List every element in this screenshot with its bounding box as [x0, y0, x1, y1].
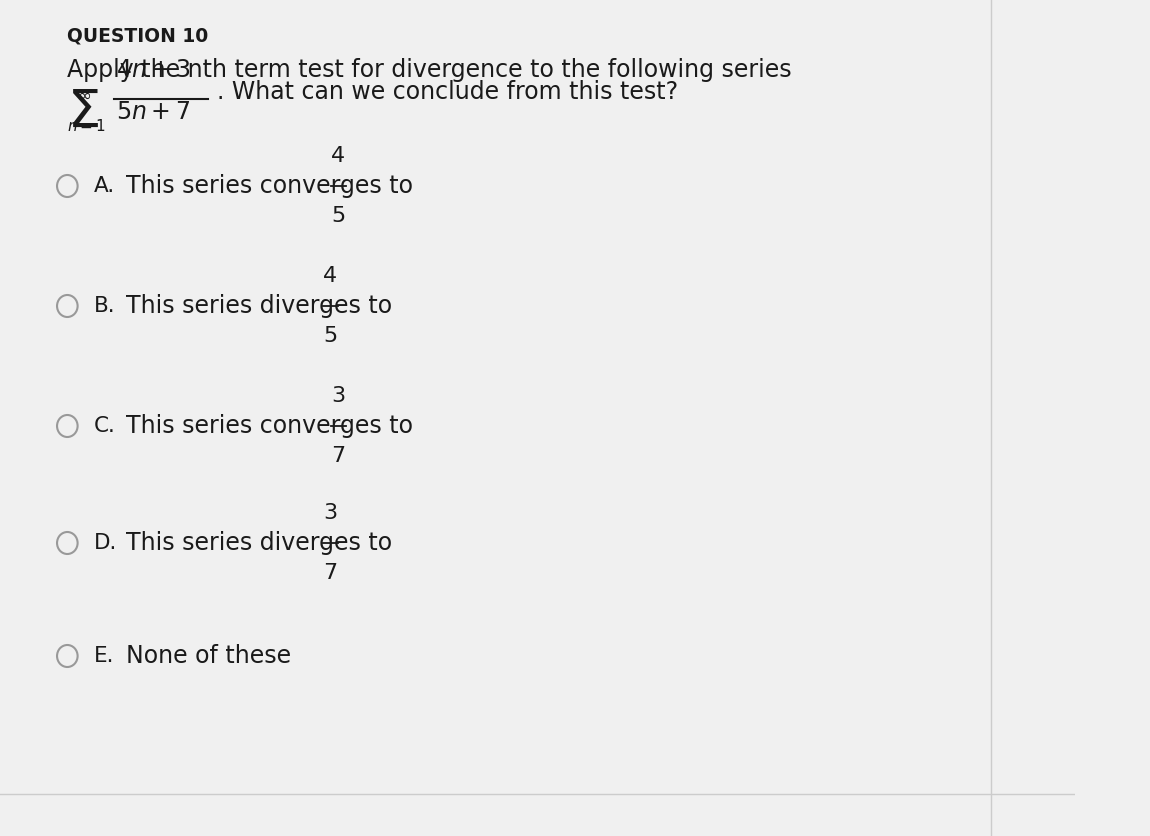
Text: 4: 4 — [323, 266, 337, 286]
Text: $4n+3$: $4n+3$ — [116, 59, 190, 82]
Text: This series diverges to: This series diverges to — [126, 294, 400, 318]
Text: 3: 3 — [323, 503, 337, 523]
Text: $\Sigma$: $\Sigma$ — [68, 88, 99, 139]
Text: . What can we conclude from this test?: . What can we conclude from this test? — [217, 80, 678, 104]
Text: This series diverges to: This series diverges to — [126, 531, 400, 555]
Text: D.: D. — [93, 533, 117, 553]
Text: 4: 4 — [331, 146, 345, 166]
Text: This series converges to: This series converges to — [126, 174, 421, 198]
Text: E.: E. — [93, 646, 114, 666]
Text: $5n+7$: $5n+7$ — [116, 101, 190, 124]
Text: $n=1$: $n=1$ — [68, 118, 106, 134]
Text: 7: 7 — [323, 563, 337, 583]
Text: 3: 3 — [331, 386, 345, 406]
Text: This series converges to: This series converges to — [126, 414, 421, 438]
Text: 5: 5 — [331, 206, 346, 226]
Text: QUESTION 10: QUESTION 10 — [68, 26, 208, 45]
Text: Apply the nth term test for divergence to the following series: Apply the nth term test for divergence t… — [68, 58, 792, 82]
Text: $\infty$: $\infty$ — [77, 87, 91, 104]
Text: A.: A. — [93, 176, 115, 196]
Text: 7: 7 — [331, 446, 345, 466]
Text: B.: B. — [93, 296, 115, 316]
Text: None of these: None of these — [126, 644, 291, 668]
Text: C.: C. — [93, 416, 115, 436]
Text: 5: 5 — [323, 326, 338, 346]
